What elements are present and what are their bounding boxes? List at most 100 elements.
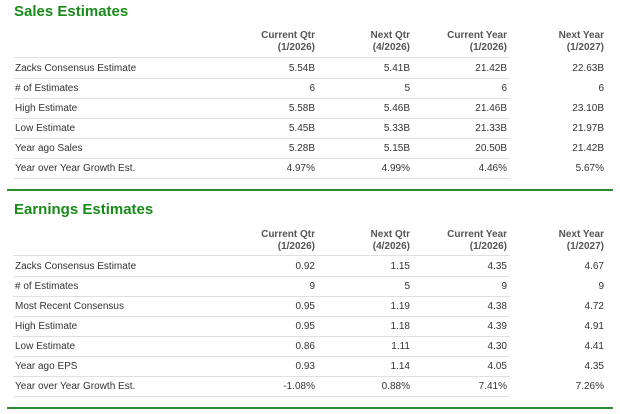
row-label: Zacks Consensus Estimate: [15, 63, 137, 74]
sales-col-next-qtr: Next Qtr (4/2026): [300, 30, 410, 54]
cell: 6: [309, 83, 315, 94]
cell: 4.72: [584, 301, 604, 312]
cell: 5.33B: [383, 123, 410, 134]
col-period: (1/2026): [277, 42, 315, 53]
cell: 4.99%: [381, 163, 410, 174]
table-row: Year ago EPS 0.93 1.14 4.05 4.35: [13, 356, 604, 377]
cell: 9: [501, 281, 507, 292]
cell: 6: [501, 83, 507, 94]
cell: 21.97B: [572, 123, 604, 134]
cell: 1.11: [391, 341, 410, 352]
cell: 5: [404, 281, 410, 292]
col-period: (1/2026): [469, 241, 507, 252]
col-period: (4/2026): [372, 241, 410, 252]
cell: 22.63B: [572, 63, 604, 74]
earnings-header-row: Current Qtr (1/2026) Next Qtr (4/2026) Cur…: [13, 229, 604, 256]
row-label: # of Estimates: [15, 281, 79, 292]
col-period: (1/2026): [277, 241, 315, 252]
row-label: Year over Year Growth Est.: [15, 381, 136, 392]
cell: 5.45B: [288, 123, 315, 134]
row-label: High Estimate: [15, 321, 78, 332]
row-label: # of Estimates: [15, 83, 79, 94]
sales-header-row: Current Qtr (1/2026) Next Qtr (4/2026) Cur…: [13, 30, 604, 58]
cell: 0.88%: [381, 381, 410, 392]
col-period: (1/2027): [566, 42, 604, 53]
row-label: High Estimate: [15, 103, 78, 114]
cell: 5.41B: [383, 63, 410, 74]
row-label: Year over Year Growth Est.: [15, 163, 136, 174]
sales-estimates-title: Sales Estimates: [14, 3, 129, 20]
col-label: Current Qtr: [261, 30, 315, 41]
table-row: # of Estimates 9 5 9 9: [13, 276, 604, 297]
table-row: Zacks Consensus Estimate 0.92 1.15 4.35 …: [13, 256, 604, 277]
cell: 5: [404, 83, 410, 94]
cell: 5.67%: [575, 163, 604, 174]
sales-col-current-year: Current Year (1/2026): [397, 30, 507, 54]
earnings-col-current-qtr: Current Qtr (1/2026): [205, 229, 315, 253]
col-label: Next Qtr: [370, 30, 410, 41]
cell: 4.30: [487, 341, 507, 352]
section-divider: [7, 407, 613, 409]
sales-col-current-qtr: Current Qtr (1/2026): [205, 30, 315, 54]
earnings-col-next-year: Next Year (1/2027): [494, 229, 604, 253]
cell: 5.54B: [288, 63, 315, 74]
row-label: Low Estimate: [15, 341, 76, 352]
cell: 9: [598, 281, 604, 292]
col-label: Current Year: [447, 229, 507, 240]
cell: 4.67: [584, 261, 604, 272]
col-period: (1/2027): [566, 241, 604, 252]
cell: 4.46%: [478, 163, 507, 174]
cell: 21.42B: [475, 63, 507, 74]
row-label: Year ago EPS: [15, 361, 78, 372]
sales-col-next-year: Next Year (1/2027): [494, 30, 604, 54]
table-row: Low Estimate 0.86 1.11 4.30 4.41: [13, 336, 604, 357]
cell: 21.42B: [572, 143, 604, 154]
cell: 1.18: [390, 321, 410, 332]
cell: 1.15: [390, 261, 410, 272]
table-row: # of Estimates 6 5 6 6: [13, 78, 604, 99]
cell: 4.91: [584, 321, 604, 332]
col-period: (1/2026): [469, 42, 507, 53]
cell: 0.95: [295, 321, 315, 332]
cell: 4.97%: [286, 163, 315, 174]
col-label: Next Qtr: [370, 229, 410, 240]
col-label: Current Year: [447, 30, 507, 41]
cell: 5.46B: [383, 103, 410, 114]
cell: 1.19: [390, 301, 410, 312]
earnings-col-current-year: Current Year (1/2026): [397, 229, 507, 253]
earnings-col-next-qtr: Next Qtr (4/2026): [300, 229, 410, 253]
cell: 0.92: [295, 261, 315, 272]
cell: 1.14: [390, 361, 410, 372]
cell: 4.35: [584, 361, 604, 372]
cell: 4.41: [584, 341, 604, 352]
cell: 5.58B: [288, 103, 315, 114]
cell: 4.35: [487, 261, 507, 272]
cell: 5.28B: [288, 143, 315, 154]
cell: 23.10B: [572, 103, 604, 114]
cell: 9: [309, 281, 315, 292]
cell: 21.46B: [475, 103, 507, 114]
cell: 7.41%: [478, 381, 507, 392]
cell: 6: [598, 83, 604, 94]
cell: 4.39: [487, 321, 507, 332]
col-label: Current Qtr: [261, 229, 315, 240]
section-divider: [7, 189, 613, 191]
table-row: Year over Year Growth Est. -1.08% 0.88% …: [13, 376, 604, 397]
table-row: Low Estimate 5.45B 5.33B 21.33B 21.97B: [13, 118, 604, 139]
cell: 7.26%: [575, 381, 604, 392]
col-label: Next Year: [558, 229, 604, 240]
cell: 4.05: [487, 361, 507, 372]
row-label: Most Recent Consensus: [15, 301, 124, 312]
col-period: (4/2026): [372, 42, 410, 53]
earnings-estimates-title: Earnings Estimates: [14, 201, 154, 218]
row-label: Year ago Sales: [15, 143, 83, 154]
cell: -1.08%: [283, 381, 315, 392]
row-label: Low Estimate: [15, 123, 76, 134]
cell: 0.86: [295, 341, 315, 352]
cell: 0.95: [295, 301, 315, 312]
table-row: Year ago Sales 5.28B 5.15B 20.50B 21.42B: [13, 138, 604, 159]
table-row: Year over Year Growth Est. 4.97% 4.99% 4…: [13, 158, 604, 179]
cell: 4.38: [487, 301, 507, 312]
cell: 5.15B: [383, 143, 410, 154]
table-row: High Estimate 5.58B 5.46B 21.46B 23.10B: [13, 98, 604, 119]
